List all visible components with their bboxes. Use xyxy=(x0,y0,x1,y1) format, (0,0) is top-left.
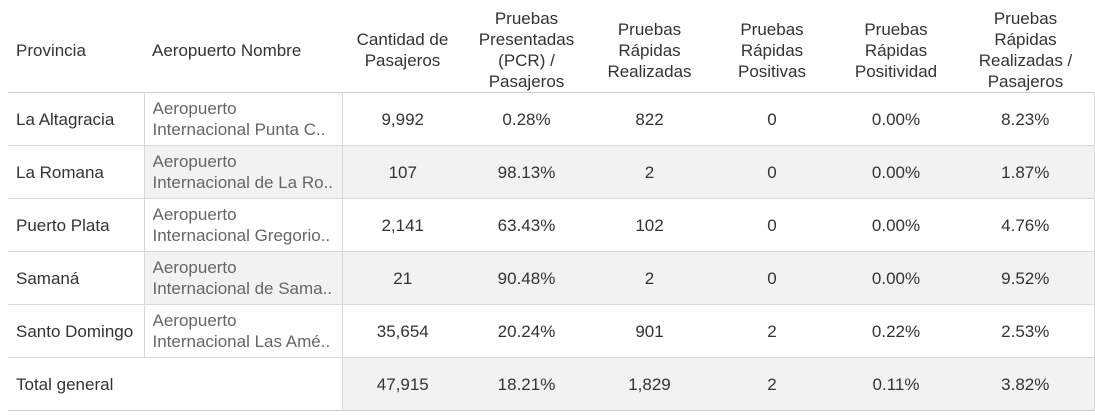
header-line: Positivas xyxy=(737,61,807,81)
cell-pcr: 90.48% xyxy=(463,251,590,305)
header-line: Pruebas xyxy=(494,9,559,28)
airport-line: Aeropuerto xyxy=(152,205,237,224)
table-row[interactable]: La Romana Aeropuerto Internacional de La … xyxy=(8,145,1095,199)
header-line: Pruebas xyxy=(617,19,682,39)
cell-pasajeros: 107 xyxy=(341,145,463,199)
header-pcr[interactable]: Pruebas Presentadas (PCR) / Pasajeros xyxy=(463,8,590,93)
table-row[interactable]: La Altagracia Aeropuerto Internacional Pu… xyxy=(8,92,1095,146)
airport-line: Internacional de La Ro.. xyxy=(152,173,334,192)
cell-ratio: 9.52% xyxy=(957,251,1095,305)
total-pasajeros: 47,915 xyxy=(341,357,463,411)
header-line: Pruebas xyxy=(864,19,928,39)
header-line: Realizadas / xyxy=(978,51,1073,70)
cell-provincia: Puerto Plata xyxy=(8,198,144,252)
header-aeropuerto[interactable]: Aeropuerto Nombre xyxy=(152,40,302,60)
total-positivas: 2 xyxy=(709,357,835,411)
cell-positivas: 0 xyxy=(709,92,835,146)
cell-aeropuerto: Aeropuerto Internacional de Sama.. xyxy=(143,251,342,305)
header-line: Pasajeros xyxy=(987,72,1064,91)
header-line: Rápidas xyxy=(740,40,804,60)
airport-line: Aeropuerto xyxy=(152,152,237,171)
header-line: Realizadas xyxy=(607,61,692,81)
table-row[interactable]: Santo Domingo Aeropuerto Internacional La… xyxy=(8,304,1095,358)
cell-pcr: 20.24% xyxy=(463,304,590,358)
airport-line: Aeropuerto xyxy=(152,311,237,330)
cell-rapidas: 901 xyxy=(590,304,709,358)
cell-positividad: 0.00% xyxy=(835,198,957,252)
table-row[interactable]: Puerto Plata Aeropuerto Internacional Gre… xyxy=(8,198,1095,252)
header-line: Rápidas xyxy=(864,40,928,60)
cell-positivas: 2 xyxy=(709,304,835,358)
airport-line: Internacional Las Amé.. xyxy=(152,332,331,351)
total-row[interactable]: Total general 47,915 18.21% 1,829 2 0.11… xyxy=(8,357,1095,411)
header-pasajeros[interactable]: Cantidad de Pasajeros xyxy=(342,8,463,93)
table-row[interactable]: Samaná Aeropuerto Internacional de Sama..… xyxy=(8,251,1095,305)
cell-pasajeros: 2,141 xyxy=(341,198,463,252)
header-line: Pruebas xyxy=(740,19,804,39)
cell-provincia: La Romana xyxy=(8,145,144,199)
airport-tests-table: Provincia Aeropuerto Nombre Cantidad de … xyxy=(8,8,1095,411)
cell-pasajeros: 9,992 xyxy=(341,92,463,146)
cell-ratio: 2.53% xyxy=(957,304,1095,358)
cell-rapidas: 2 xyxy=(590,145,709,199)
header-line: Rápidas xyxy=(994,30,1057,49)
header-line: Pruebas xyxy=(993,9,1058,28)
header-line: Positividad xyxy=(854,61,938,81)
cell-aeropuerto: Aeropuerto Internacional Las Amé.. xyxy=(143,304,342,358)
header-line: Pasajeros xyxy=(488,72,565,91)
airport-line: Internacional Gregorio.. xyxy=(152,226,331,245)
header-line: Pasajeros xyxy=(364,51,441,70)
total-label: Total general xyxy=(8,357,342,411)
cell-positividad: 0.00% xyxy=(835,251,957,305)
total-rapidas: 1,829 xyxy=(590,357,709,411)
airport-line: Aeropuerto xyxy=(152,258,237,277)
header-positividad[interactable]: Pruebas Rápidas Positividad xyxy=(835,8,957,93)
cell-pcr: 0.28% xyxy=(463,92,590,146)
cell-aeropuerto: Aeropuerto Internacional de La Ro.. xyxy=(143,145,342,199)
header-line: Presentadas xyxy=(478,30,575,49)
cell-rapidas: 822 xyxy=(590,92,709,146)
cell-ratio: 1.87% xyxy=(957,145,1095,199)
cell-provincia: Samaná xyxy=(8,251,144,305)
cell-positivas: 0 xyxy=(709,198,835,252)
header-line: Rápidas xyxy=(618,40,681,60)
header-line: Cantidad de xyxy=(356,30,449,49)
total-ratio: 3.82% xyxy=(957,357,1095,411)
cell-positividad: 0.00% xyxy=(835,145,957,199)
total-pcr: 18.21% xyxy=(463,357,590,411)
cell-ratio: 4.76% xyxy=(957,198,1095,252)
cell-pcr: 98.13% xyxy=(463,145,590,199)
header-provincia[interactable]: Provincia xyxy=(16,40,86,60)
cell-ratio: 8.23% xyxy=(957,92,1095,146)
airport-line: Internacional de Sama.. xyxy=(152,279,333,298)
cell-positividad: 0.22% xyxy=(835,304,957,358)
cell-pasajeros: 21 xyxy=(341,251,463,305)
header-ratio[interactable]: Pruebas Rápidas Realizadas / Pasajeros xyxy=(957,8,1094,93)
cell-aeropuerto: Aeropuerto Internacional Punta C.. xyxy=(143,92,342,146)
airport-line: Internacional Punta C.. xyxy=(152,120,326,139)
total-positividad: 0.11% xyxy=(835,357,957,411)
airport-line: Aeropuerto xyxy=(152,99,237,118)
cell-positivas: 0 xyxy=(709,145,835,199)
cell-positivas: 0 xyxy=(709,251,835,305)
cell-rapidas: 2 xyxy=(590,251,709,305)
cell-rapidas: 102 xyxy=(590,198,709,252)
cell-pcr: 63.43% xyxy=(463,198,590,252)
cell-provincia: Santo Domingo xyxy=(8,304,144,358)
header-line: (PCR) / xyxy=(498,51,555,70)
header-row: Provincia Aeropuerto Nombre Cantidad de … xyxy=(8,8,1094,93)
cell-pasajeros: 35,654 xyxy=(341,304,463,358)
header-rapidas[interactable]: Pruebas Rápidas Realizadas xyxy=(590,8,709,93)
cell-positividad: 0.00% xyxy=(835,92,957,146)
header-positivas[interactable]: Pruebas Rápidas Positivas xyxy=(709,8,835,93)
cell-aeropuerto: Aeropuerto Internacional Gregorio.. xyxy=(143,198,342,252)
cell-provincia: La Altagracia xyxy=(8,92,144,146)
